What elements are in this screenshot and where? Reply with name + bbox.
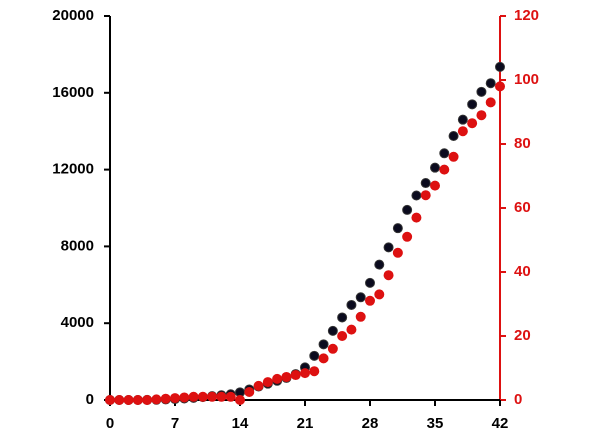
point <box>457 114 468 125</box>
point <box>411 212 422 223</box>
point <box>457 126 468 137</box>
y-tick-label: 20000 <box>52 7 94 24</box>
y2-tick-label: 120 <box>514 7 539 24</box>
point <box>430 162 440 173</box>
point <box>485 97 496 108</box>
point <box>132 395 143 405</box>
point <box>105 395 115 405</box>
point <box>420 178 431 189</box>
point <box>225 391 236 402</box>
point <box>309 366 320 377</box>
point <box>235 395 245 405</box>
point <box>392 247 403 258</box>
y2-tick-label: 20 <box>514 327 531 344</box>
point <box>142 395 153 405</box>
point <box>244 387 255 397</box>
y2-tick-label: 0 <box>514 391 522 408</box>
point <box>383 242 394 253</box>
point <box>253 380 264 391</box>
point <box>476 86 487 97</box>
point <box>485 78 496 89</box>
point <box>337 331 348 341</box>
point <box>467 118 478 129</box>
y2-tick-label: 80 <box>514 135 531 152</box>
x-tick-label: 28 <box>362 415 379 432</box>
y-tick-label: 0 <box>86 391 94 408</box>
point <box>300 368 310 379</box>
point <box>411 190 422 201</box>
x-tick-label: 42 <box>492 415 509 432</box>
x-tick-label: 21 <box>297 415 314 432</box>
point <box>383 270 394 281</box>
point <box>365 295 375 306</box>
x-tick-label: 35 <box>427 415 444 432</box>
point <box>207 391 218 402</box>
point <box>430 180 440 191</box>
point <box>392 223 403 234</box>
point <box>374 259 385 270</box>
point <box>448 131 459 141</box>
point <box>160 393 171 404</box>
point <box>374 289 385 300</box>
point <box>188 391 199 402</box>
x-tick-label: 7 <box>171 415 179 432</box>
point <box>439 164 450 175</box>
point <box>170 393 180 404</box>
point <box>262 377 273 388</box>
point <box>327 325 338 336</box>
point <box>290 370 301 381</box>
point <box>179 392 190 403</box>
y2-tick-label: 100 <box>514 71 539 88</box>
point <box>337 312 348 323</box>
point <box>355 311 366 322</box>
point <box>495 81 505 92</box>
point <box>355 292 366 303</box>
point <box>420 190 431 201</box>
point <box>365 277 375 288</box>
y2-tick-label: 40 <box>514 263 531 280</box>
point <box>402 231 413 242</box>
point <box>281 371 292 382</box>
point <box>327 343 338 354</box>
point <box>318 353 329 364</box>
point <box>123 395 134 405</box>
point <box>114 395 125 405</box>
point <box>448 151 459 162</box>
point <box>318 339 329 350</box>
y-tick-label: 8000 <box>61 237 94 254</box>
point <box>346 299 357 310</box>
point <box>151 394 162 405</box>
y-tick-label: 12000 <box>52 161 94 178</box>
x-tick-label: 14 <box>232 415 249 432</box>
x-tick-label: 0 <box>106 415 114 432</box>
point <box>495 61 505 72</box>
point <box>272 373 283 384</box>
point <box>309 350 320 361</box>
y2-tick-label: 60 <box>514 199 531 216</box>
point <box>216 391 227 402</box>
point <box>402 204 413 215</box>
point <box>439 148 450 159</box>
y-tick-label: 16000 <box>52 84 94 101</box>
y-tick-label: 4000 <box>61 314 94 331</box>
point <box>467 99 478 110</box>
point <box>197 391 208 402</box>
point <box>346 324 357 335</box>
point <box>476 110 487 121</box>
